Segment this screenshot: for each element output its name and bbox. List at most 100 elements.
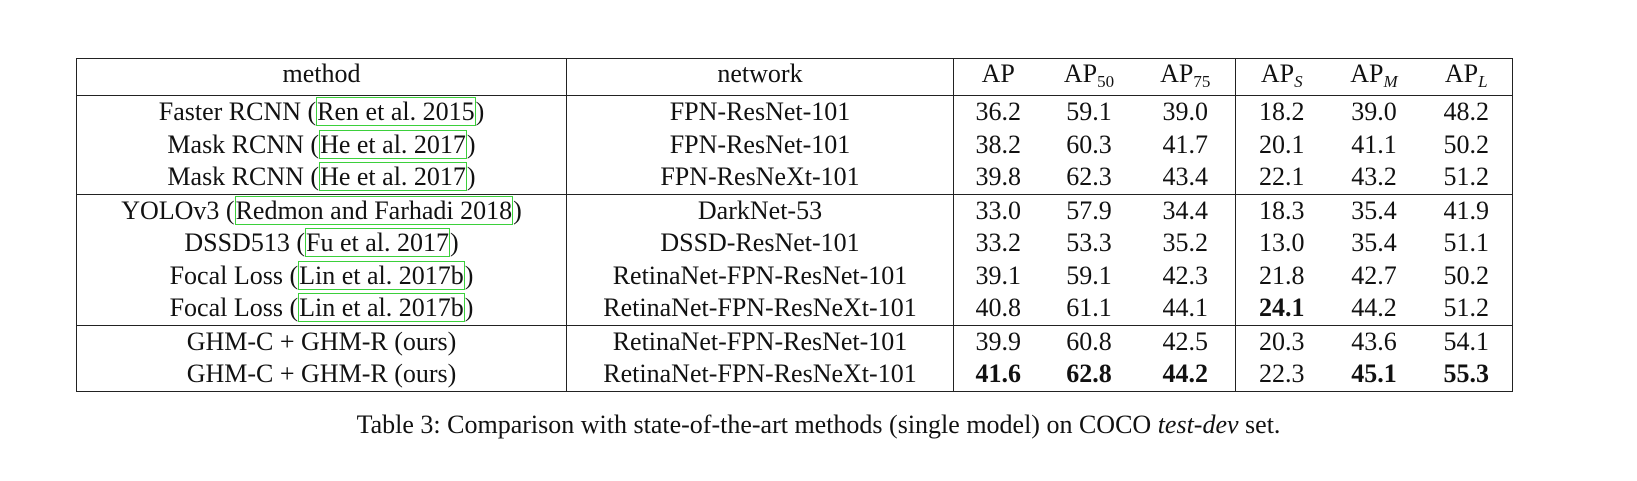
network-text: FPN-ResNet-101 xyxy=(669,97,851,127)
caption-italic: test-dev xyxy=(1157,410,1239,439)
value-text: 44.1 xyxy=(1162,293,1209,323)
value-cell: 41.9 xyxy=(1420,193,1513,227)
network-text: RetinaNet-FPN-ResNet-101 xyxy=(612,260,908,290)
value-text: 54.1 xyxy=(1443,326,1490,356)
value-text: 35.4 xyxy=(1351,228,1397,258)
value-text: 18.3 xyxy=(1259,195,1305,225)
network-text: RetinaNet-FPN-ResNet-101 xyxy=(612,326,908,356)
value-text: 51.2 xyxy=(1443,293,1490,323)
value-text: 41.7 xyxy=(1162,129,1209,159)
method-cell: GHM-C + GHM-R (ours) xyxy=(76,324,567,358)
header-cell: APL xyxy=(1420,58,1513,96)
network-cell: RetinaNet-FPN-ResNet-101 xyxy=(566,259,954,292)
value-cell: 54.1 xyxy=(1420,324,1513,358)
method-cell: Focal Loss (Lin et al. 2017b) xyxy=(76,292,567,325)
citation-link[interactable]: Lin et al. 2017b xyxy=(298,293,465,323)
header-cell: method xyxy=(76,58,567,96)
network-text: FPN-ResNeXt-101 xyxy=(660,162,860,192)
header-text: AP xyxy=(1350,59,1384,88)
value-text: 45.1 xyxy=(1351,359,1397,389)
header-text: method xyxy=(282,59,361,88)
value-cell: 59.1 xyxy=(1043,96,1136,129)
value-cell: 43.2 xyxy=(1328,161,1421,194)
value-text: 20.3 xyxy=(1259,326,1305,356)
value-cell: 50.2 xyxy=(1421,129,1513,162)
method-cell: Mask RCNN (He et al. 2017) xyxy=(76,161,567,194)
value-cell: 44.2 xyxy=(1135,358,1236,391)
citation-link[interactable]: Lin et al. 2017b xyxy=(298,260,465,290)
results-table: method network AP AP50 AP75 APS APM APL Faster R… xyxy=(76,58,1513,392)
method-cell: YOLOv3 (Redmon and Farhadi 2018) xyxy=(76,193,567,227)
value-text: 42.5 xyxy=(1162,326,1209,356)
value-cell: 44.2 xyxy=(1328,292,1421,325)
value-cell: 39.0 xyxy=(1328,96,1421,129)
network-cell: DSSD-ResNet-101 xyxy=(566,227,954,260)
value-text: 13.0 xyxy=(1259,228,1305,258)
citation-link[interactable]: He et al. 2017 xyxy=(319,129,467,159)
method-name: ) xyxy=(449,228,459,258)
value-cell: 60.8 xyxy=(1042,324,1136,358)
value-cell: 35.2 xyxy=(1135,227,1236,260)
method-cell: DSSD513 (Fu et al. 2017) xyxy=(76,227,567,260)
citation-link[interactable]: He et al. 2017 xyxy=(319,162,467,192)
value-cell: 62.3 xyxy=(1043,161,1136,194)
citation-link[interactable]: Ren et al. 2015 xyxy=(316,97,476,127)
value-cell: 50.2 xyxy=(1421,260,1513,293)
value-text: 41.9 xyxy=(1443,195,1490,225)
value-text: 18.2 xyxy=(1259,97,1305,127)
value-cell: 33.2 xyxy=(954,227,1043,260)
value-cell: 22.1 xyxy=(1236,161,1328,194)
value-cell: 39.0 xyxy=(1135,95,1236,129)
method-name: YOLOv3 ( xyxy=(121,195,235,225)
value-text: 21.8 xyxy=(1259,260,1305,290)
value-text: 43.6 xyxy=(1351,326,1397,356)
value-text: 20.1 xyxy=(1259,129,1305,159)
method-name: Mask RCNN ( xyxy=(167,129,320,159)
header-text: AP xyxy=(1063,59,1098,88)
method-name: DSSD513 ( xyxy=(184,228,305,258)
value-cell: 43.4 xyxy=(1135,161,1236,194)
network-cell: RetinaNet-FPN-ResNet-101 xyxy=(566,324,954,358)
method-name: Faster RCNN ( xyxy=(158,97,317,127)
method-cell: Faster RCNN (Ren et al. 2015) xyxy=(76,95,567,129)
value-cell: 48.2 xyxy=(1421,96,1513,129)
value-cell: 20.1 xyxy=(1236,129,1328,162)
value-cell: 20.3 xyxy=(1235,324,1328,358)
value-cell: 40.8 xyxy=(954,292,1043,325)
table-row: GHM-C + GHM-R (ours) RetinaNet-FPN-ResNeX… xyxy=(76,358,1513,391)
table-row: Focal Loss (Lin et al. 2017b) RetinaNet-F… xyxy=(76,259,1513,293)
network-text: DSSD-ResNet-101 xyxy=(660,228,860,258)
value-cell: 42.3 xyxy=(1135,259,1236,292)
value-cell: 35.4 xyxy=(1328,227,1421,260)
citation-link[interactable]: Fu et al. 2017 xyxy=(304,228,450,258)
value-text: 33.2 xyxy=(975,228,1022,258)
header-cell: AP75 xyxy=(1135,58,1236,96)
method-name: ) xyxy=(466,162,476,192)
value-cell: 22.3 xyxy=(1236,358,1328,391)
network-cell: FPN-ResNet-101 xyxy=(566,95,954,129)
method-name: Focal Loss ( xyxy=(169,293,299,323)
value-cell: 34.4 xyxy=(1135,193,1236,227)
value-cell: 51.1 xyxy=(1421,227,1513,260)
citation-link[interactable]: Redmon and Farhadi 2018 xyxy=(234,195,514,225)
value-text: 44.2 xyxy=(1162,359,1209,389)
header-subscript: 75 xyxy=(1193,72,1211,91)
value-text: 51.2 xyxy=(1443,162,1490,192)
method-cell: Focal Loss (Lin et al. 2017b) xyxy=(76,259,567,292)
value-cell: 57.9 xyxy=(1042,193,1136,227)
value-text: 59.1 xyxy=(1066,97,1112,127)
value-text: 50.2 xyxy=(1443,260,1490,290)
value-cell: 43.6 xyxy=(1327,324,1421,358)
network-cell: RetinaNet-FPN-ResNeXt-101 xyxy=(566,292,954,325)
value-text: 62.3 xyxy=(1066,162,1112,192)
value-cell: 51.2 xyxy=(1421,161,1513,194)
method-name: ) xyxy=(464,260,474,290)
value-text: 24.1 xyxy=(1259,293,1305,323)
value-cell: 60.3 xyxy=(1043,129,1136,162)
value-cell: 38.2 xyxy=(954,129,1043,162)
value-text: 50.2 xyxy=(1443,129,1490,159)
method-name: GHM-C + GHM-R (ours) xyxy=(186,326,457,356)
value-cell: 41.6 xyxy=(954,358,1043,391)
value-cell: 18.3 xyxy=(1235,193,1328,227)
